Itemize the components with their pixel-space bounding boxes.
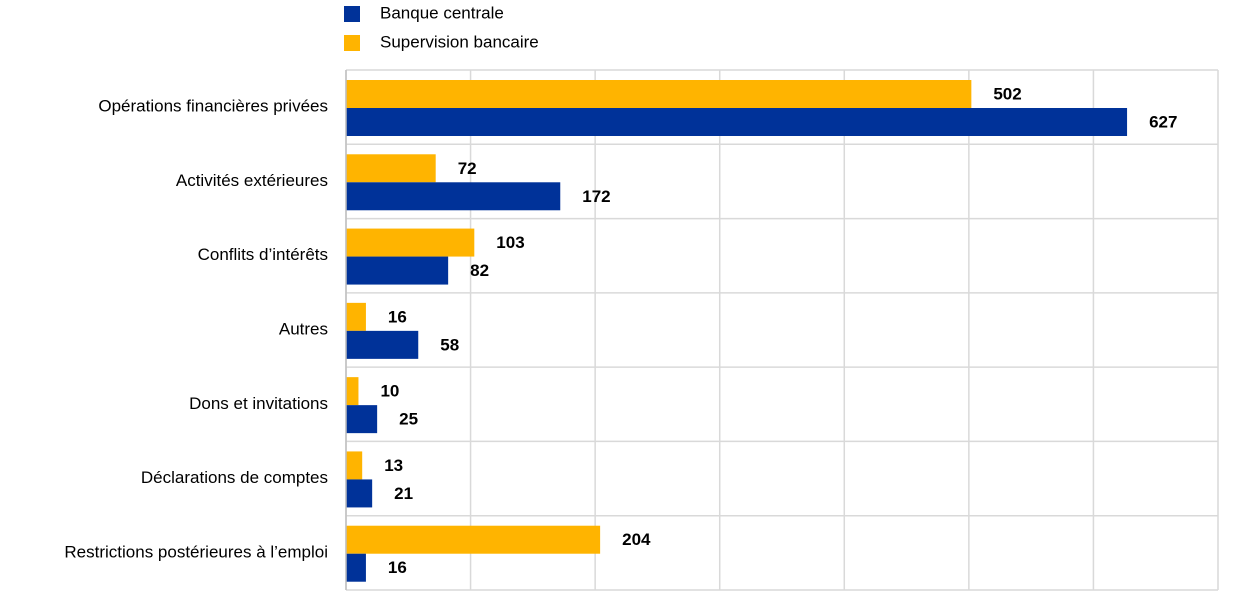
- value-label: 627: [1149, 112, 1177, 131]
- bar: [346, 154, 436, 183]
- bar: [346, 256, 449, 285]
- value-label: 58: [440, 335, 459, 354]
- bar: [346, 330, 419, 359]
- value-label: 172: [582, 187, 610, 206]
- y-tick-label: Restrictions postérieures à l’emploi: [64, 542, 328, 561]
- value-label: 82: [470, 261, 489, 280]
- bar: [346, 228, 475, 257]
- value-label: 16: [388, 307, 407, 326]
- value-label: 10: [380, 382, 399, 401]
- y-tick-label: Conflits d’intérêts: [198, 245, 328, 264]
- y-tick-label: Déclarations de comptes: [141, 468, 328, 487]
- value-label: 204: [622, 530, 651, 549]
- bar: [346, 377, 359, 406]
- value-label: 21: [394, 484, 413, 503]
- bar: [346, 479, 373, 508]
- y-tick-label: Dons et invitations: [189, 394, 328, 413]
- value-label: 16: [388, 558, 407, 577]
- legend-label: Supervision bancaire: [380, 32, 539, 51]
- bar: [346, 553, 366, 582]
- bar: [346, 80, 972, 108]
- bar: [346, 302, 366, 331]
- bar: [346, 525, 601, 554]
- y-tick-label: Autres: [279, 319, 328, 338]
- value-label: 13: [384, 456, 403, 475]
- legend-label: Banque centrale: [380, 3, 504, 22]
- value-label: 103: [496, 233, 524, 252]
- value-label: 25: [399, 410, 418, 429]
- value-label: 72: [458, 159, 477, 178]
- y-tick-label: Opérations financières privées: [98, 97, 328, 116]
- legend-swatch: [344, 35, 360, 51]
- y-tick-label: Activités extérieures: [176, 171, 328, 190]
- bar: [346, 405, 378, 434]
- value-label: 502: [993, 84, 1021, 103]
- bar: [346, 108, 1128, 136]
- legend-swatch: [344, 6, 360, 22]
- bar: [346, 182, 561, 211]
- bar: [346, 451, 363, 480]
